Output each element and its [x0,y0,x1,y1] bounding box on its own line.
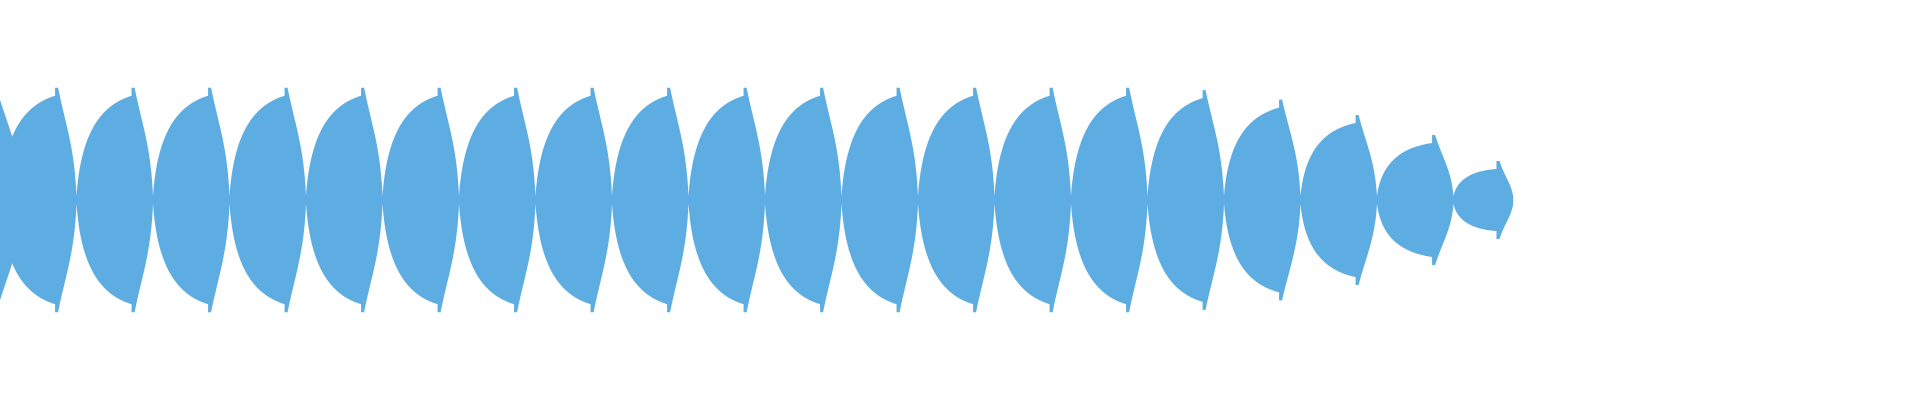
waveform-segment [1071,87,1148,313]
waveform-segment [459,87,536,313]
waveform-segments [0,87,1514,313]
waveform-segment [1300,114,1377,286]
waveform-segment [306,87,383,313]
waveform-segment [841,87,918,313]
waveform-segment [1453,160,1514,240]
waveform-segment [918,87,995,313]
waveform-segment [688,87,765,313]
waveform-segment [535,87,612,313]
waveform-segment [153,87,230,313]
waveform-segment [382,87,459,313]
waveform-segment [994,87,1071,313]
waveform-segment [1377,135,1454,265]
waveform-segment [765,87,842,313]
waveform-segment [229,87,306,313]
waveform-segment [612,87,689,313]
waveform-segment [1147,90,1224,310]
waveform-segment [0,87,77,313]
waveform-segment [76,87,153,313]
waveform-segment [1224,99,1301,301]
